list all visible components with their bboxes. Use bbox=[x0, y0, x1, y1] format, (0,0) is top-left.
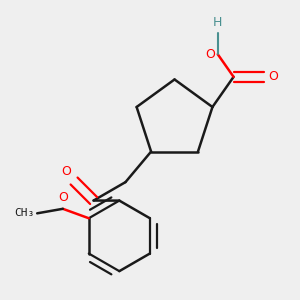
Text: O: O bbox=[205, 48, 215, 61]
Text: CH₃: CH₃ bbox=[14, 208, 34, 218]
Text: O: O bbox=[58, 191, 68, 204]
Text: O: O bbox=[61, 165, 71, 178]
Text: O: O bbox=[268, 70, 278, 83]
Text: H: H bbox=[213, 16, 222, 29]
